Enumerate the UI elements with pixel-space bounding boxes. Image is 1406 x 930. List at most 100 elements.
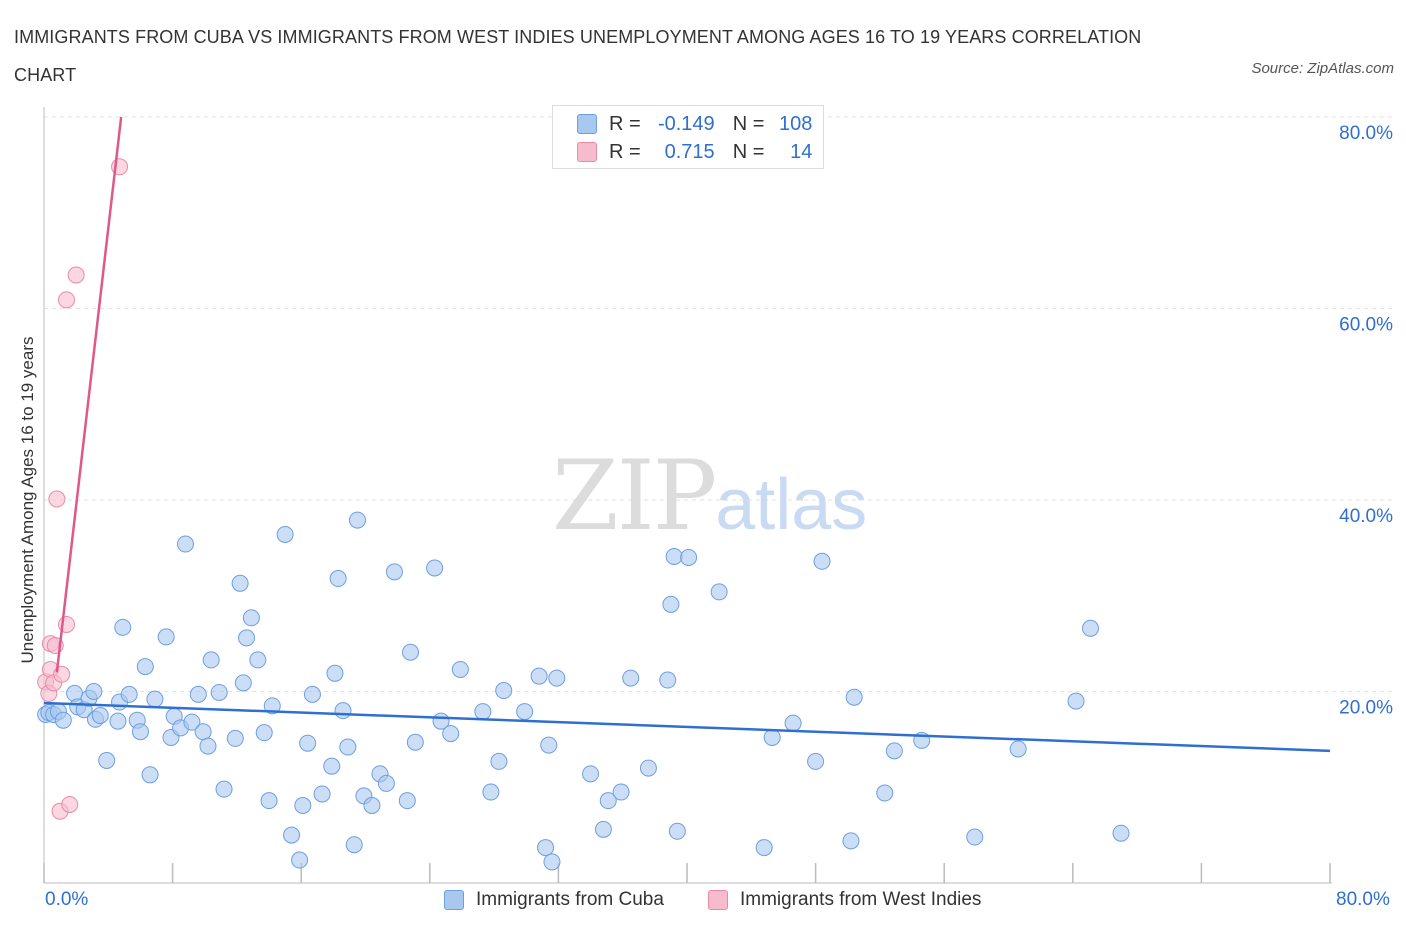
cuba-point	[194, 723, 212, 741]
cuba-point	[662, 595, 680, 613]
cuba-point	[291, 851, 309, 869]
west-indies-point	[67, 266, 85, 284]
cuba-point	[659, 671, 677, 689]
cuba-point	[202, 651, 220, 669]
cuba-point	[876, 784, 894, 802]
cuba-point	[54, 711, 72, 729]
cuba-points	[37, 511, 1130, 871]
cuba-point	[226, 729, 244, 747]
cuba-point	[1081, 619, 1099, 637]
cuba-point	[385, 563, 403, 581]
legend-n-value: 14	[790, 140, 813, 163]
y-tick-labels: 20.0% 40.0% 60.0% 80.0%	[1339, 123, 1393, 719]
watermark-atlas: atlas	[715, 465, 868, 545]
bottom-legend-swatch-west-indies	[708, 890, 728, 910]
cuba-point	[199, 737, 217, 755]
cuba-point	[231, 574, 249, 592]
y-tick-label: 60.0%	[1339, 315, 1393, 336]
cuba-point	[495, 682, 513, 700]
chart-title: IMMIGRANTS FROM CUBA VS IMMIGRANTS FROM …	[14, 27, 1142, 85]
cuba-point	[109, 712, 127, 730]
legend-n-value: 108	[779, 112, 813, 135]
cuba-point	[157, 628, 175, 646]
cuba-point	[189, 685, 207, 703]
cuba-point	[215, 780, 233, 798]
bottom-legend-swatch-cuba	[444, 890, 464, 910]
cuba-point	[91, 706, 109, 724]
bottom-legend-cuba: Immigrants from Cuba	[444, 889, 664, 911]
cuba-point	[710, 583, 728, 601]
legend-n-label: N =	[732, 112, 765, 135]
cuba-point	[966, 828, 984, 846]
cuba-point	[612, 783, 630, 801]
legend-r-value: 0.715	[664, 140, 715, 163]
cuba-point	[1067, 692, 1085, 710]
cuba-point	[345, 836, 363, 854]
cuba-point	[442, 725, 460, 743]
legend-r-label: R =	[609, 140, 641, 163]
cuba-point	[490, 752, 508, 770]
west-indies-trendline	[55, 116, 123, 673]
legend-r-label: R =	[609, 112, 641, 135]
cuba-point	[763, 728, 781, 746]
y-tick-label: 20.0%	[1339, 698, 1393, 719]
cuba-point	[329, 570, 347, 588]
cuba-point	[842, 832, 860, 850]
cuba-point	[234, 674, 252, 692]
cuba-point	[120, 685, 138, 703]
y-axis-label-wrap: Unemployment Among Ages 16 to 19 years	[16, 120, 40, 880]
cuba-point	[639, 759, 657, 777]
cuba-point	[402, 643, 420, 661]
cuba-point	[482, 783, 500, 801]
cuba-point	[131, 723, 149, 741]
legend-r-value: -0.149	[657, 112, 715, 135]
cuba-point	[339, 738, 357, 756]
legend-row-west-indies: R = 0.715 N = 14	[577, 140, 812, 164]
cuba-point	[680, 548, 698, 566]
cuba-point	[813, 552, 831, 570]
cuba-point	[276, 525, 294, 543]
correlation-legend: R = -0.149 N = 108 R = 0.715 N = 14	[552, 105, 824, 169]
cuba-point	[348, 511, 366, 529]
watermark: ZIPatlas	[552, 440, 867, 552]
cuba-point	[784, 714, 802, 732]
cuba-point	[146, 690, 164, 708]
cuba-point	[85, 683, 103, 700]
cuba-point	[622, 669, 640, 687]
cuba-point	[582, 765, 600, 783]
cuba-point	[668, 822, 686, 840]
bottom-legend-west-indies: Immigrants from West Indies	[708, 889, 981, 911]
cuba-point	[451, 660, 469, 678]
cuba-point	[540, 736, 558, 754]
cuba-point	[303, 685, 321, 703]
cuba-point	[755, 839, 773, 857]
cuba-point	[255, 724, 273, 742]
cuba-point	[530, 667, 548, 685]
cuba-point	[426, 559, 444, 577]
source-note: Source: ZipAtlas.com	[1251, 60, 1394, 77]
legend-n-label: N =	[732, 140, 765, 163]
cuba-point	[238, 629, 256, 647]
y-tick-label: 40.0%	[1339, 506, 1393, 527]
legend-swatch-cuba	[577, 114, 597, 134]
axes	[43, 107, 1332, 884]
cuba-point	[548, 669, 566, 687]
legend-swatch-west-indies	[577, 142, 597, 162]
cuba-point	[377, 774, 395, 792]
cuba-point	[313, 785, 331, 803]
legend-row-cuba: R = -0.149 N = 108	[577, 112, 812, 136]
cuba-point	[1112, 824, 1130, 842]
y-tick-label: 80.0%	[1339, 123, 1393, 144]
bottom-legend-label-west-indies: Immigrants from West Indies	[740, 889, 982, 910]
cuba-point	[299, 734, 317, 752]
west-indies-point	[58, 291, 76, 309]
west-indies-point	[61, 795, 79, 813]
cuba-point	[516, 703, 534, 721]
cuba-point	[885, 742, 903, 760]
cuba-point	[294, 796, 312, 814]
cuba-point	[334, 702, 352, 720]
cuba-point	[1009, 740, 1027, 758]
cuba-point	[537, 839, 555, 857]
cuba-point	[183, 713, 201, 731]
